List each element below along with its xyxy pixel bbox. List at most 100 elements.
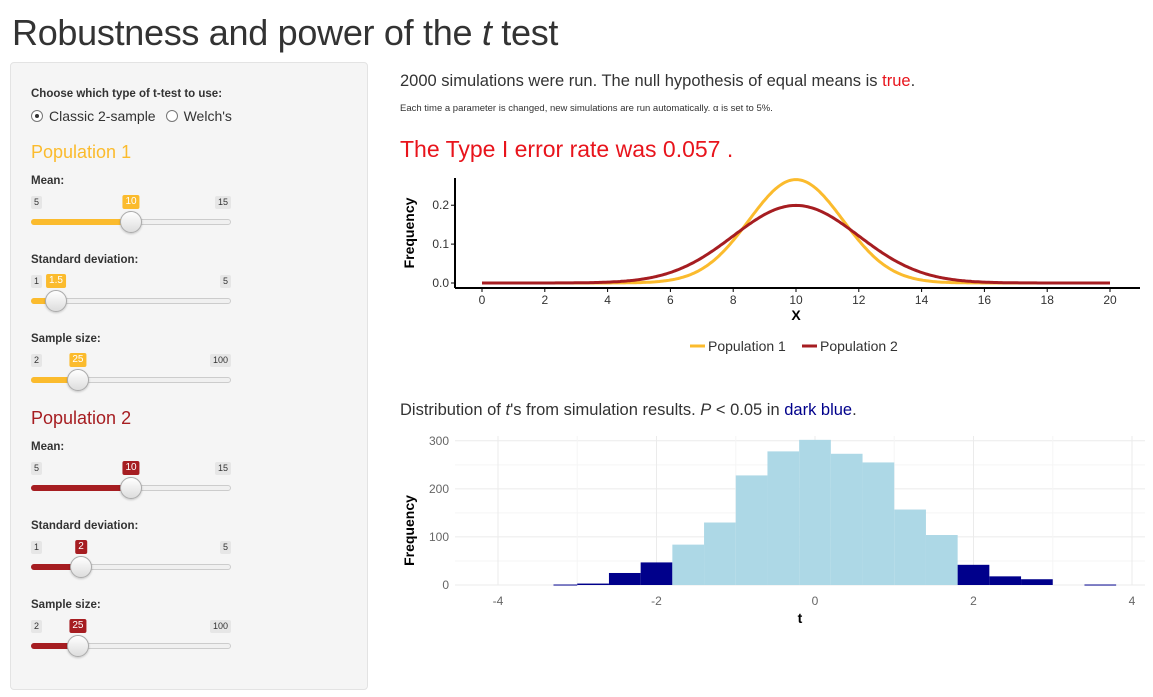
slider-value-label: 10	[122, 195, 140, 209]
y-tick-label: 200	[429, 482, 449, 496]
histogram-bar	[799, 439, 831, 585]
slider-value-label: 25	[69, 619, 87, 633]
slider-max-label: 5	[219, 541, 231, 554]
slider-handle[interactable]	[66, 635, 89, 657]
radio-classic-2-sample[interactable]: Classic 2-sample	[31, 108, 156, 124]
x-tick-label: -4	[493, 594, 504, 608]
histogram-bar	[672, 544, 705, 585]
y-tick-label: 0.0	[432, 276, 449, 290]
pop1-sd-label: Standard deviation:	[31, 254, 139, 266]
histogram-bar-significant	[577, 583, 609, 585]
simulation-note: Each time a parameter is changed, new si…	[400, 103, 773, 114]
histogram-bar-significant	[1084, 584, 1117, 586]
x-tick-label: 6	[667, 293, 674, 307]
slider-value-label: 1.5	[46, 274, 66, 288]
sim-prefix: 2000 simulations were run. The null hypo…	[400, 72, 883, 90]
slider-fill	[31, 219, 131, 225]
slider-min-label: 5	[31, 462, 43, 475]
x-tick-label: 4	[604, 293, 611, 307]
slider-min-label: 1	[31, 275, 43, 288]
t-histogram-chart: 0 100 200 300 -4 -2 0 2 4 t Frequency	[401, 434, 1145, 626]
y-axis-title: Frequency	[401, 495, 417, 566]
x-tick-label: 14	[915, 293, 929, 307]
dist-p: P	[700, 401, 712, 419]
x-tick-label: 20	[1103, 293, 1117, 307]
histogram-bar	[704, 522, 736, 585]
slider-handle[interactable]	[120, 211, 142, 233]
histogram-bar	[735, 475, 768, 585]
pop1-mean-slider[interactable]: 5 15 10	[31, 195, 231, 256]
sim-suffix: .	[910, 72, 916, 90]
slider-value-label: 2	[75, 540, 87, 554]
slider-handle[interactable]	[66, 369, 89, 391]
pop2-n-label: Sample size:	[31, 599, 101, 611]
slider-handle[interactable]	[120, 477, 142, 499]
slider-value-label: 25	[69, 353, 87, 367]
slider-min-label: 2	[31, 620, 43, 633]
null-hypothesis-status: true	[882, 72, 911, 90]
radio-welch[interactable]: Welch's	[165, 108, 232, 124]
slider-min-label: 2	[31, 354, 43, 367]
pop2-sample-size-slider[interactable]: 2 100 25	[31, 619, 231, 680]
slider-max-label: 15	[214, 196, 231, 209]
radio-unchecked-icon[interactable]	[165, 110, 178, 122]
dist-mid: 's from simulation results.	[510, 401, 701, 419]
pop1-sd-slider[interactable]: 1 5 1.5	[31, 274, 231, 335]
simulation-summary: 2000 simulations were run. The null hypo…	[400, 72, 915, 91]
sidebar-panel: Choose which type of t-test to use: Clas…	[10, 62, 368, 690]
title-italic-t: t	[481, 12, 492, 53]
slider-fill	[31, 485, 131, 491]
dist-thresh: < 0.05 in	[711, 401, 785, 419]
slider-min-label: 5	[31, 196, 43, 209]
y-tick-label: 0.2	[432, 198, 449, 212]
y-tick-label: 0	[442, 578, 449, 592]
slider-max-label: 100	[209, 354, 231, 367]
radio-welch-label: Welch's	[183, 108, 232, 124]
pop2-mean-label: Mean:	[31, 441, 65, 453]
pop1-mean-label: Mean:	[31, 175, 65, 187]
radio-checked-icon[interactable]	[31, 110, 43, 122]
title-text: Robustness and power of the	[12, 12, 482, 53]
slider-handle[interactable]	[45, 290, 67, 312]
x-axis-title: X	[791, 307, 801, 323]
type-i-error-rate: The Type I error rate was 0.057 .	[400, 136, 734, 162]
legend-label: Population 2	[820, 338, 898, 354]
x-axis-title: t	[798, 610, 803, 626]
x-tick-label: -2	[651, 594, 662, 608]
x-tick-label: 2	[541, 293, 548, 307]
histogram-bar	[925, 535, 958, 585]
histogram-bar-significant	[608, 572, 641, 585]
y-tick-label: 100	[429, 530, 449, 544]
histogram-bar-significant	[640, 562, 673, 585]
y-tick-label: 300	[429, 434, 449, 448]
slider-handle[interactable]	[70, 556, 92, 578]
main-panel: 2000 simulations were run. The null hypo…	[400, 62, 1150, 692]
population-1-heading: Population 1	[31, 142, 132, 162]
x-tick-label: 0	[812, 594, 819, 608]
test-type-radio-group: Classic 2-sample Welch's	[31, 108, 242, 124]
x-tick-label: 4	[1129, 594, 1136, 608]
histogram-bar	[830, 453, 863, 585]
slider-max-label: 5	[219, 275, 231, 288]
x-tick-label: 16	[978, 293, 992, 307]
y-axis-title: Frequency	[401, 197, 417, 268]
x-tick-label: 12	[852, 293, 866, 307]
pop2-mean-slider[interactable]: 5 15 10	[31, 461, 231, 522]
x-tick-label: 2	[970, 594, 977, 608]
slider-fill	[31, 298, 56, 304]
histogram-bar	[767, 451, 800, 585]
legend: Population 1 Population 2	[690, 338, 898, 354]
y-tick-label: 0.1	[432, 237, 449, 251]
population-2-heading: Population 2	[31, 408, 132, 428]
dist-dark-blue-text: dark blue	[784, 401, 853, 419]
histogram-bar	[862, 462, 895, 585]
series-line-1	[482, 178, 1110, 285]
radio-classic-label: Classic 2-sample	[49, 108, 156, 124]
pop2-sd-label: Standard deviation:	[31, 520, 139, 532]
legend-label: Population 1	[708, 338, 786, 354]
pop1-sample-size-slider[interactable]: 2 100 25	[31, 353, 231, 414]
density-chart: 0.0 0.1 0.2 0 2 4 6 8 10 12 14 16 18 20 X Frequency Popu…	[401, 178, 1140, 354]
pop2-sd-slider[interactable]: 1 5 2	[31, 540, 231, 601]
slider-fill	[31, 564, 81, 570]
slider-max-label: 15	[214, 462, 231, 475]
